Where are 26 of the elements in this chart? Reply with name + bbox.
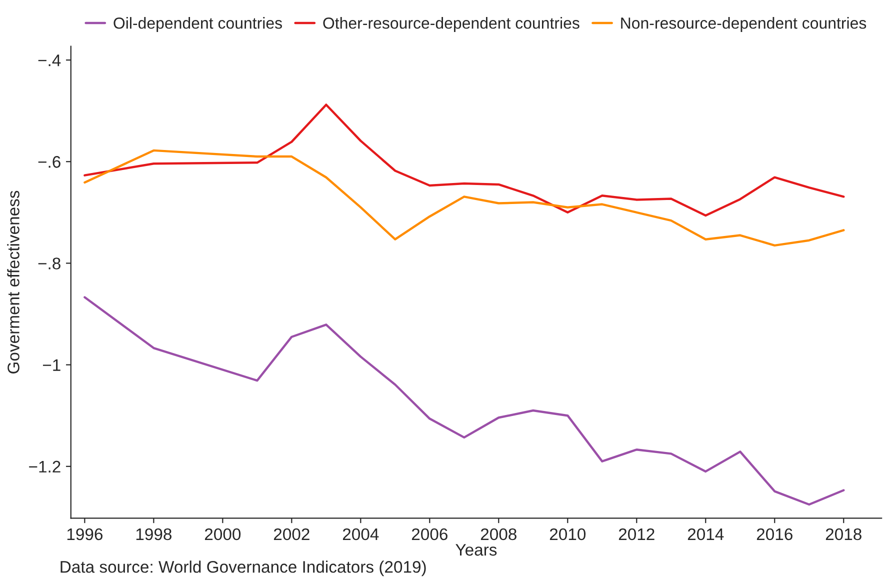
legend-label: Other-resource-dependent countries: [323, 17, 580, 32]
x-tick-label: 2004: [342, 528, 379, 540]
x-tick-label: 2018: [826, 528, 862, 540]
x-tick-label: 2008: [480, 528, 516, 540]
x-tick-label: 2002: [274, 528, 310, 540]
y-axis-title: Goverment effectiveness: [7, 190, 20, 374]
y-tick-label: −.6: [38, 156, 60, 168]
legend-label: Oil-dependent countries: [114, 17, 282, 32]
x-tick-label: 2016: [756, 528, 792, 540]
y-tick-label: −.4: [38, 54, 61, 66]
y-tick-label: −1.2: [29, 460, 60, 472]
x-tick-label: 1996: [67, 528, 102, 540]
x-tick-label: 1998: [136, 528, 172, 540]
source-note: Data source: World Governance Indicators (2019): [60, 560, 426, 576]
line-series: [84, 104, 845, 217]
x-tick-label: 2000: [204, 528, 241, 540]
line-series: [84, 296, 845, 506]
y-tick-label: −.8: [38, 258, 60, 270]
x-tick-label: 2014: [688, 528, 724, 540]
x-tick-label: 2012: [618, 528, 654, 540]
x-axis-title: Years: [456, 544, 497, 556]
line-series: [84, 149, 845, 247]
legend-label: Non-resource-dependent countries: [621, 17, 866, 32]
x-tick-label: 2010: [550, 528, 586, 540]
x-tick-label: 2006: [412, 528, 448, 540]
y-tick-label: −1: [42, 359, 60, 371]
